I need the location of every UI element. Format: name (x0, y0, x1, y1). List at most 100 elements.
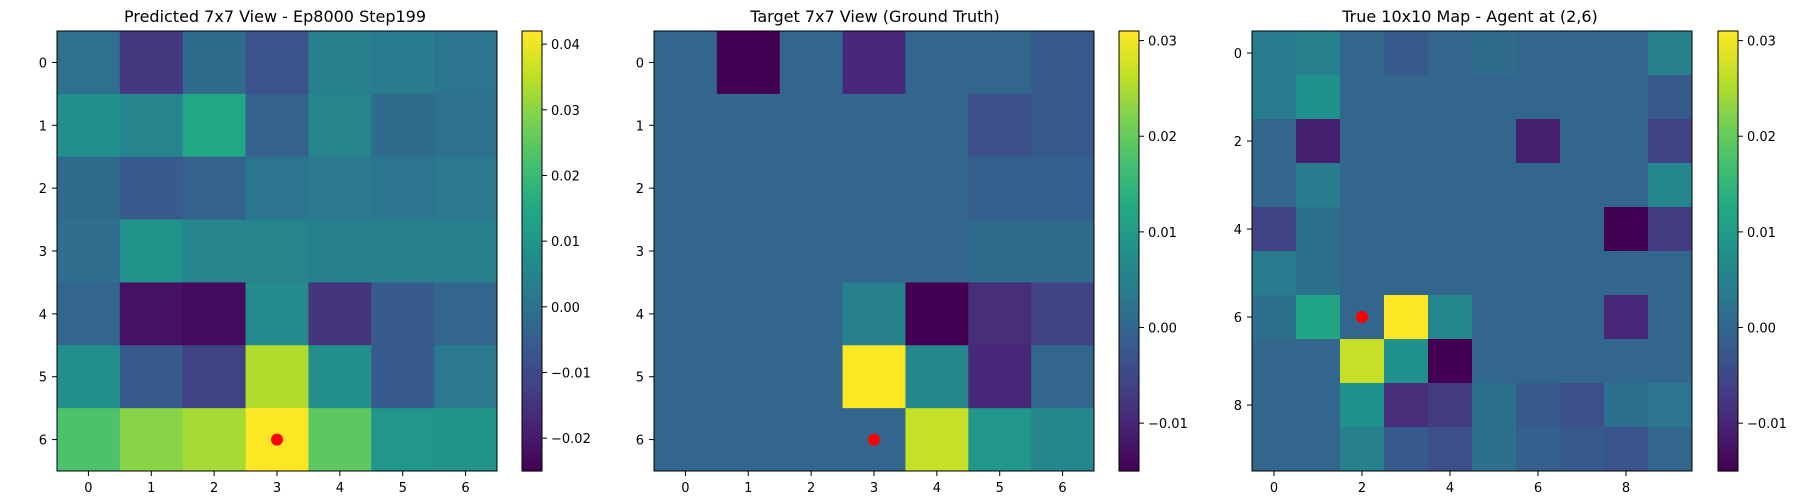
colorbar-tick-label: −0.01 (1148, 417, 1188, 432)
colorbar-segment (1119, 171, 1139, 176)
colorbar-segment (1718, 263, 1738, 268)
colorbar-segment (522, 299, 542, 304)
colorbar-segment (1718, 107, 1738, 112)
y-tick-label: 0 (39, 56, 47, 71)
colorbar-segment (1718, 111, 1738, 116)
colorbar-segment (1119, 211, 1139, 216)
colorbar-segment (1718, 127, 1738, 132)
x-tick-label: 8 (1622, 481, 1630, 496)
heatmap-cell (1648, 295, 1693, 340)
colorbar-segment (1718, 427, 1738, 432)
y-tick-label: 6 (1234, 311, 1242, 326)
heatmap-cell (1428, 339, 1473, 384)
x-tick-label: 3 (870, 481, 878, 496)
heatmap-cell (434, 345, 498, 409)
colorbar-segment (522, 271, 542, 276)
heatmap-cell (1384, 207, 1429, 252)
colorbar-segment (522, 323, 542, 328)
heatmap-cell (1296, 31, 1341, 76)
colorbar-segment (1119, 375, 1139, 380)
colorbar-segment (1119, 267, 1139, 272)
colorbar-segment (1119, 243, 1139, 248)
colorbar-segment (522, 111, 542, 116)
heatmap-cell (1031, 156, 1095, 221)
colorbar-segment (522, 75, 542, 80)
colorbar-segment (522, 395, 542, 400)
heatmap-cell (182, 156, 247, 221)
colorbar-segment (1718, 319, 1738, 324)
y-tick-label: 5 (39, 371, 47, 386)
heatmap-cell (1252, 119, 1297, 164)
colorbar-segment (1718, 199, 1738, 204)
heatmap-cell (1560, 119, 1605, 164)
colorbar-segment (1119, 219, 1139, 224)
colorbar-segment (1718, 459, 1738, 464)
heatmap-cell (905, 93, 969, 158)
colorbar-segment (522, 179, 542, 184)
colorbar-segment (1718, 79, 1738, 84)
colorbar-segment (1718, 295, 1738, 300)
colorbar-segment (1718, 235, 1738, 240)
colorbar-segment (522, 143, 542, 148)
colorbar-segment (1718, 187, 1738, 192)
colorbar-segment (1119, 167, 1139, 172)
heatmap-cell (1648, 163, 1693, 208)
colorbar-segment (1119, 287, 1139, 292)
colorbar-segment (522, 151, 542, 156)
colorbar-segment (1119, 51, 1139, 56)
colorbar-segment (522, 447, 542, 452)
colorbar-segment (1119, 75, 1139, 80)
heatmap-cell (182, 219, 247, 283)
colorbar-segment (1119, 383, 1139, 388)
heatmap-cell (434, 93, 498, 158)
heatmap-cell (1604, 251, 1649, 296)
colorbar-frame (1717, 30, 1739, 472)
colorbar-segment (1119, 343, 1139, 348)
heatmap-cell (1560, 207, 1605, 252)
colorbar-segment (1718, 287, 1738, 292)
x-tick-label: 6 (1058, 481, 1066, 496)
colorbar-segment (522, 367, 542, 372)
heatmap-cell (1252, 383, 1297, 428)
colorbar-segment (522, 283, 542, 288)
heatmap-cell (1516, 207, 1561, 252)
heatmap-cell (1604, 383, 1649, 428)
heatmap-cell (842, 31, 906, 95)
heatmap-cell (1516, 31, 1561, 76)
colorbar-segment (1119, 135, 1139, 140)
colorbar-segment (522, 215, 542, 220)
heatmap-cell (245, 93, 309, 158)
colorbar-segment (522, 219, 542, 224)
colorbar-segment (1119, 111, 1139, 116)
heatmap-cell (905, 156, 969, 221)
colorbar-segment (522, 51, 542, 56)
heatmap-cell (182, 31, 247, 95)
colorbar-tick-label: 0.01 (1148, 226, 1177, 241)
heatmap-panel-predicted: Predicted 7x7 View - Ep8000 Step199 0 1 2 3… (39, 7, 591, 496)
heatmap-cell (434, 156, 498, 221)
colorbar-segment (1718, 379, 1738, 384)
colorbar-segment (1718, 219, 1738, 224)
colorbar-segment (1718, 307, 1738, 312)
agent-marker (271, 433, 283, 446)
colorbar-segment (522, 187, 542, 192)
heatmap-cell (716, 408, 781, 472)
heatmap-cell (654, 408, 718, 472)
colorbar-segment (1119, 279, 1139, 284)
heatmap-cell (182, 345, 247, 409)
colorbar-segment (1718, 131, 1738, 136)
colorbar-segment (1718, 463, 1738, 468)
heatmap-cell (1384, 31, 1429, 76)
colorbar-segment (1119, 355, 1139, 360)
agent-marker (868, 433, 880, 446)
colorbar-segment (522, 267, 542, 272)
colorbar-segment (1119, 411, 1139, 416)
heatmap-cell (1340, 207, 1385, 252)
colorbar-segment (1718, 383, 1738, 388)
colorbar-segment (522, 443, 542, 448)
heatmap-cell (1296, 295, 1341, 340)
heatmap-cell (905, 31, 969, 95)
colorbar-segment (522, 463, 542, 468)
colorbar-segment (1718, 43, 1738, 48)
